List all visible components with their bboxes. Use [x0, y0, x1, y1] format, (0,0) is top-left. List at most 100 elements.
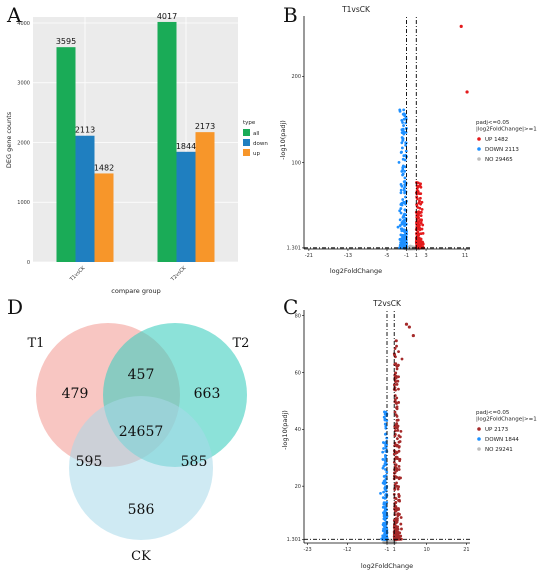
- volcano-point-up: [393, 529, 397, 533]
- volcano-point-down: [381, 441, 385, 444]
- volcano-point-up: [395, 405, 399, 409]
- volcano-x-tick-label: 11: [462, 253, 468, 259]
- volcano-point-up: [465, 90, 469, 94]
- volcano-point-up: [395, 407, 399, 411]
- volcano-point-up: [395, 396, 399, 400]
- bar-value-label: 1844: [176, 142, 196, 151]
- volcano-point-down: [384, 454, 387, 457]
- volcano-point-up: [397, 401, 401, 404]
- volcano-point-down: [384, 526, 388, 530]
- bar-x-tick-label: T2vsCK: [169, 265, 188, 284]
- volcano-point-down: [382, 521, 386, 525]
- volcano-point-up: [397, 498, 401, 502]
- bar-legend-label-up: up: [253, 151, 260, 157]
- volcano-point-down: [399, 191, 403, 195]
- volcano-y-tick-label: 80: [295, 313, 301, 319]
- volcano-point-up: [399, 516, 403, 519]
- bar-x-axis-label: compare group: [111, 287, 160, 295]
- volcano-legend-swatch: [477, 437, 481, 441]
- volcano-t2-y-axis-label: -log10(padj): [281, 410, 289, 450]
- bar-legend-swatch-down: [243, 139, 250, 146]
- volcano-point-down: [402, 124, 405, 127]
- volcano-point-down: [400, 131, 404, 135]
- volcano-point-down: [379, 492, 382, 495]
- volcano-point-down: [399, 211, 403, 215]
- volcano-point-up: [420, 207, 424, 211]
- volcano-point-up: [417, 210, 421, 214]
- volcano-point-up: [395, 481, 398, 485]
- volcano-legend-swatch: [477, 147, 481, 151]
- volcano-point-up: [418, 184, 422, 188]
- bar-y-tick-label: 1000: [17, 200, 30, 206]
- volcano-point-up: [396, 512, 400, 516]
- volcano-point-up: [407, 325, 411, 329]
- volcano-x-tick-label: -12: [343, 547, 351, 553]
- venn-label-t1: T1: [28, 336, 45, 351]
- volcano-point-down: [382, 490, 386, 494]
- volcano-point-up: [393, 398, 397, 402]
- volcano-point-down: [401, 164, 405, 168]
- volcano-point-down: [385, 534, 388, 538]
- volcano-point-down: [383, 474, 387, 478]
- volcano-point-down: [384, 444, 388, 448]
- volcano-legend-label: UP 2173: [485, 427, 509, 433]
- volcano-point-down: [399, 246, 403, 249]
- volcano-point-up: [395, 344, 398, 348]
- volcano-point-up: [419, 214, 423, 218]
- volcano-point-up: [397, 350, 400, 354]
- bar-all-T1vsCK: [56, 47, 76, 262]
- volcano-y-tick-label: 1.301: [287, 246, 301, 252]
- bar-y-axis-label: DEG gene counts: [5, 111, 13, 168]
- volcano-point-down: [400, 146, 404, 150]
- venn-count-t1-ck: 595: [76, 454, 103, 470]
- volcano-legend-label: NO 29465: [485, 157, 513, 163]
- volcano-point-down: [384, 531, 388, 535]
- volcano-point-up: [397, 464, 401, 468]
- panel-letter-b: B: [283, 3, 298, 27]
- volcano-point-up: [416, 190, 420, 193]
- volcano-point-down: [401, 121, 404, 124]
- volcano-point-down: [384, 468, 387, 471]
- bar-y-tick-label: 4000: [17, 21, 30, 27]
- venn-diagram: T1 T2 CK 479 457 663 24657 595 585 586: [28, 323, 249, 564]
- volcano-t2-axes: -23 -12 -1 1 10 21 1.301 20 40 60 80: [287, 310, 470, 553]
- volcano-point-down: [383, 496, 387, 500]
- volcano-point-down: [403, 208, 407, 212]
- volcano-point-up: [417, 220, 421, 223]
- volcano-legend-title: padj<=0.05: [476, 120, 510, 126]
- bar-legend-label-all: all: [253, 131, 260, 137]
- volcano-point-down: [402, 108, 406, 112]
- bar-value-label: 3595: [56, 37, 76, 46]
- venn-circle-ck: [69, 396, 213, 540]
- venn-count-ck-only: 586: [128, 502, 155, 518]
- volcano-legend-swatch: [477, 427, 481, 431]
- volcano-y-tick-label: 200: [291, 74, 301, 80]
- volcano-point-up: [396, 487, 400, 491]
- volcano-point-up: [397, 375, 400, 379]
- volcano-point-up: [397, 536, 401, 540]
- volcano-point-down: [398, 109, 402, 113]
- volcano-legend-title: |log2FoldChange|>=1: [476, 417, 537, 423]
- volcano-t2: T2vsCK -23 -12 -1 1 10 21 1.301 20 40 60 80 -log10…: [281, 299, 537, 570]
- volcano-point-down: [385, 470, 389, 474]
- bar-value-label: 1482: [94, 163, 114, 172]
- volcano-point-down: [398, 218, 402, 222]
- volcano-point-up: [395, 418, 399, 422]
- volcano-legend-title: padj<=0.05: [476, 410, 510, 416]
- volcano-point-down: [403, 185, 407, 189]
- volcano-point-down: [400, 150, 403, 154]
- volcano-point-up: [397, 476, 401, 480]
- bar-down-T1vsCK: [75, 135, 95, 262]
- volcano-point-up: [395, 469, 399, 472]
- volcano-point-up: [419, 210, 423, 214]
- volcano-point-down: [383, 459, 387, 462]
- volcano-point-up: [459, 24, 463, 28]
- volcano-point-down: [381, 458, 385, 461]
- volcano-y-tick-label: 100: [291, 161, 301, 167]
- bar-y-tick-label: 2000: [17, 140, 30, 146]
- volcano-point-down: [402, 234, 406, 238]
- volcano-point-up: [400, 527, 403, 531]
- volcano-point-up: [396, 364, 400, 368]
- bar-y-tick-label: 3000: [17, 81, 30, 87]
- volcano-point-up: [393, 519, 397, 523]
